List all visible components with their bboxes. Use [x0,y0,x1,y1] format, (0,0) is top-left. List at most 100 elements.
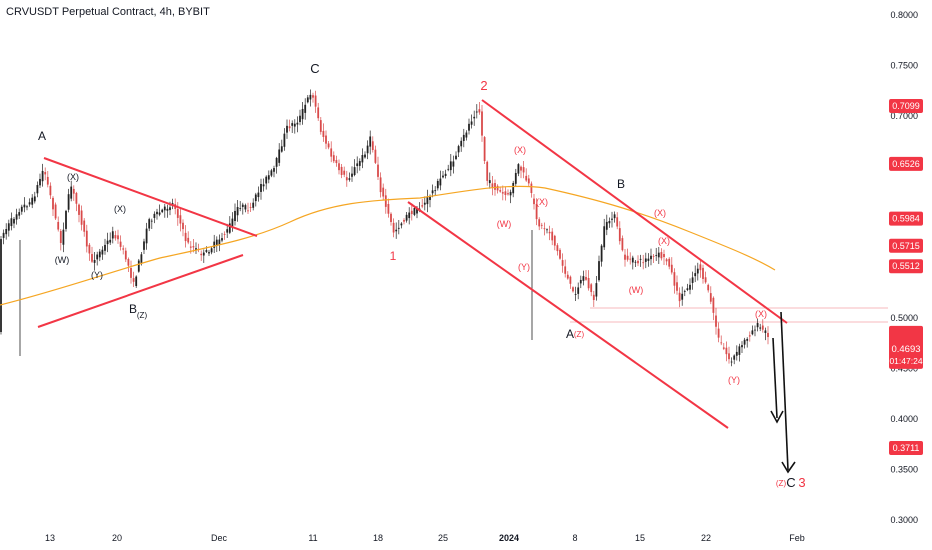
candle-body [725,347,728,355]
candle-body [647,258,650,261]
candle-body [637,260,639,264]
candle-body [20,206,23,212]
candle-body [746,338,749,341]
candle-body [626,255,629,260]
chart-title: CRVUSDT Perpetual Contract, 4h, BYBIT [6,6,210,18]
candle-body [400,223,403,226]
candle-body [488,180,491,184]
candle-body [119,241,122,247]
candle-body [527,178,530,184]
candle-body [145,228,148,244]
candle-body [689,284,691,290]
wave-label: (Z) [776,479,787,488]
candle-body [96,254,99,260]
candle-body [306,97,309,103]
price-tag [889,156,923,171]
candle-body [301,108,304,120]
candle-body [156,211,158,215]
candle-body [743,339,746,345]
candle-body [639,258,642,260]
wave-label: 3 [798,475,805,490]
candle-body [111,231,114,239]
candle-body [184,232,187,242]
candle-body [234,210,236,222]
candle-body [65,210,67,229]
trendline [407,201,729,429]
candle-body [665,259,668,262]
candle-body [382,187,385,197]
candle-body [473,116,476,119]
x-tick-label: 18 [373,533,383,543]
reference-lines [570,307,888,323]
candle-body [717,328,720,338]
candle-body [686,288,689,290]
candle-body [405,214,408,221]
candle-body [332,155,335,162]
candle-body [317,107,320,119]
candle-body [85,230,88,247]
candle-body [600,245,603,262]
candle-body [340,166,343,175]
candle-body [556,245,559,252]
candle-body [694,273,697,277]
x-tick-label: 22 [701,533,711,543]
candle-body [663,254,665,258]
candle-body [631,257,634,263]
candle-body [728,353,730,360]
candle-body [163,206,166,211]
candle-body [179,215,182,224]
candle-body [275,157,278,167]
candle-body [569,276,572,284]
candle-body [249,207,252,208]
candle-body [535,203,538,220]
candle-body [421,205,424,207]
candle-body [132,278,135,282]
candle-body [265,176,268,184]
x-tick-label: Dec [211,533,228,543]
candle-body [54,204,57,219]
wave-label: C [786,475,795,490]
time-axis[interactable]: 13 20 Dec 11 18 25 2024 8 15 22 Feb [45,533,805,543]
y-tick-label: 0.7000 [890,111,918,121]
candle-body [517,164,520,174]
price-tag [889,238,923,253]
candle-body [260,183,262,192]
price-tag [889,99,923,114]
candle-body [390,213,392,223]
trendline [43,157,258,237]
countdown-label: 01:47:24 [889,356,922,366]
price-axis[interactable]: 0.80000.75000.70000.65000.60000.55000.50… [889,10,923,525]
candle-body [426,197,429,205]
candle-body [109,239,112,243]
candle-body [106,240,109,245]
wave-label: (X) [536,197,548,207]
candle-body [392,222,395,233]
candle-body [351,173,353,177]
candle-body [767,332,769,338]
candle-body [153,213,156,218]
candle-body [10,218,13,227]
candle-body [67,194,70,210]
arrow-head [770,410,784,424]
candle-body [709,293,712,302]
candle-body [533,198,535,205]
candle-body [46,176,49,185]
candle-body [465,132,468,138]
candle-body [730,361,733,363]
candle-body [356,163,359,167]
candle-body [436,180,439,189]
candle-body [439,178,442,186]
candle-body [91,254,93,262]
x-tick-label: 25 [438,533,448,543]
candle-body [257,192,260,198]
wave-label: (X) [514,145,526,155]
candle-body [748,335,751,337]
candle-body [231,218,234,227]
candle-body [611,218,613,220]
y-tick-label: 0.8000 [890,10,918,20]
candle-body [369,136,372,147]
price-tag [889,259,923,274]
candle-body [673,272,676,286]
